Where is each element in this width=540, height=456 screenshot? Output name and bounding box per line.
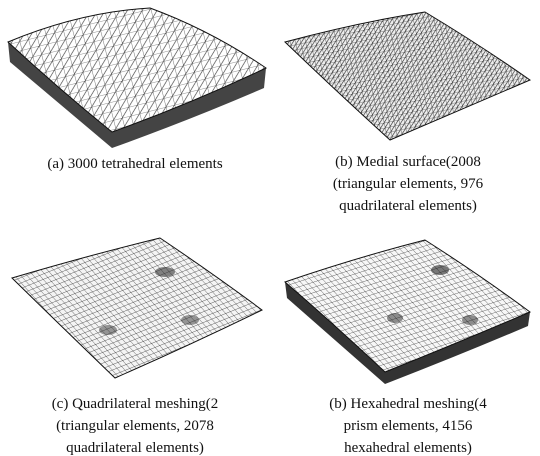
caption-line: (c) Quadrilateral meshing(2 bbox=[52, 396, 219, 412]
caption-line: hexahedral elements) bbox=[344, 440, 472, 456]
figure: (a) 3000 tetrahedral elements (b) Medial… bbox=[0, 0, 540, 456]
caption-line: prism elements, 4156 bbox=[344, 418, 473, 434]
caption-line: quadrilateral elements) bbox=[339, 198, 477, 214]
caption-line: (b) Medial surface(2008 bbox=[335, 154, 481, 170]
mesh-image-c bbox=[12, 238, 262, 378]
caption-line: (b) Hexahedral meshing(4 bbox=[329, 396, 487, 412]
caption-line: (a) 3000 tetrahedral elements bbox=[47, 156, 222, 172]
caption-line: (triangular elements, 976 bbox=[333, 176, 484, 192]
mesh-image-a bbox=[8, 8, 266, 148]
mesh-image-d bbox=[285, 240, 530, 384]
caption-line: quadrilateral elements) bbox=[66, 440, 204, 456]
mesh-image-b bbox=[285, 12, 530, 140]
caption-line: (triangular elements, 2078 bbox=[56, 418, 214, 434]
